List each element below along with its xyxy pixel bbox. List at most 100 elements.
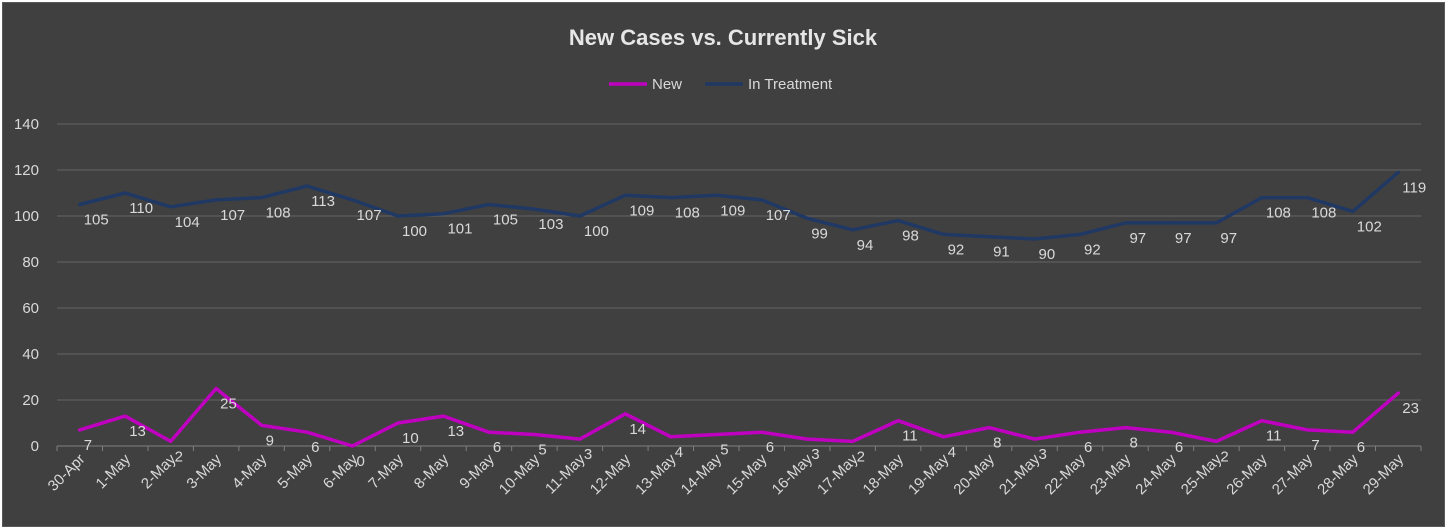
data-label: 98: [902, 228, 919, 245]
data-point: [78, 428, 82, 432]
data-label: 119: [1402, 179, 1426, 196]
data-point: [987, 426, 991, 430]
data-point: [896, 219, 900, 223]
data-point: [78, 203, 82, 206]
data-point: [1033, 437, 1037, 441]
data-point: [1396, 170, 1400, 174]
data-point: [1123, 426, 1127, 430]
x-tick-label: 24-May: [1132, 450, 1180, 498]
data-point: [532, 207, 536, 211]
series-line-in-treatment: [77, 170, 1401, 241]
data-label: 103: [538, 216, 563, 233]
x-tick-label: 16-May: [769, 450, 817, 498]
x-tick-label: 17-May: [814, 450, 862, 498]
data-point: [305, 184, 309, 188]
x-tick-label: 28-May: [1314, 450, 1362, 498]
data-label: 6: [1175, 439, 1183, 456]
data-label: 107: [357, 207, 382, 224]
x-tick-label: 30-Apr: [45, 451, 89, 495]
x-tick-label: 19-May: [905, 450, 953, 498]
data-point: [669, 196, 673, 200]
data-label: 6: [493, 439, 501, 456]
data-label: 25: [220, 396, 237, 413]
data-label: 8: [1129, 435, 1137, 452]
data-label: 109: [629, 202, 654, 219]
x-tick-label: 3-May: [183, 450, 225, 492]
data-point: [1078, 430, 1082, 434]
data-label: 7: [1311, 437, 1319, 454]
data-label: 4: [675, 444, 683, 461]
data-label: 105: [84, 212, 109, 229]
data-point: [669, 435, 673, 439]
data-point: [1123, 221, 1127, 225]
x-tick-label: 10-May: [496, 450, 544, 498]
data-label: 23: [1402, 400, 1419, 417]
data-label: 2: [857, 448, 865, 465]
data-point: [1305, 196, 1309, 200]
x-tick-label: 27-May: [1269, 450, 1317, 498]
data-point: [487, 430, 491, 434]
data-label: 92: [948, 241, 965, 258]
x-tick-label: 13-May: [632, 450, 680, 498]
data-label: 108: [266, 205, 291, 222]
data-point: [1351, 209, 1355, 213]
legend-label: In Treatment: [748, 76, 833, 93]
x-tick-label: 12-May: [587, 450, 635, 498]
data-label: 11: [1266, 428, 1282, 445]
data-label: 109: [720, 202, 745, 219]
data-label: 107: [220, 207, 245, 224]
data-label: 3: [1039, 446, 1047, 463]
data-label: 13: [447, 423, 464, 440]
data-point: [987, 235, 991, 239]
data-label: 100: [584, 223, 609, 240]
data-label: 97: [1175, 230, 1192, 247]
data-point: [1351, 430, 1355, 434]
line-chart: New Cases vs. Currently Sick New In Treat…: [14, 25, 1426, 498]
x-tick-label: 22-May: [1041, 450, 1089, 498]
data-label: 91: [993, 244, 1010, 261]
legend-label: New: [652, 76, 682, 93]
data-label: 108: [675, 205, 700, 222]
data-point: [578, 437, 582, 441]
data-label: 108: [1266, 205, 1291, 222]
data-label: 104: [175, 214, 200, 231]
data-point: [214, 387, 218, 390]
data-point: [942, 232, 946, 236]
data-point: [1305, 428, 1309, 432]
data-label: 7: [84, 437, 92, 454]
data-point: [805, 437, 809, 441]
data-label: 8: [993, 435, 1001, 452]
data-point: [1214, 439, 1218, 443]
data-point: [1260, 196, 1264, 200]
data-labels: 7 13 2 25 9 6 0 10 13 6 5 3 14 4 5 6 3 2 11 4 8 3 6 8 6 2 11 7 6 23 10…: [84, 179, 1426, 470]
data-point: [1396, 391, 1400, 395]
series-group: [77, 170, 1401, 448]
data-point: [351, 198, 355, 202]
data-point: [123, 191, 127, 195]
data-point: [441, 212, 445, 216]
data-label: 0: [357, 453, 365, 470]
data-label: 3: [584, 446, 592, 463]
y-tick-label: 100: [14, 208, 39, 225]
data-point: [805, 216, 809, 220]
data-point: [123, 414, 127, 418]
data-label: 94: [857, 237, 874, 254]
x-tick-label: 7-May: [365, 450, 407, 492]
data-label: 90: [1039, 246, 1056, 263]
data-label: 5: [538, 442, 546, 459]
data-point: [396, 421, 400, 425]
data-point: [760, 430, 764, 434]
x-tick-label: 6-May: [320, 450, 362, 492]
data-label: 107: [766, 207, 791, 224]
data-point: [260, 196, 264, 200]
x-tick-label: 26-May: [1223, 450, 1271, 498]
data-point: [169, 439, 173, 443]
data-label: 5: [720, 442, 728, 459]
data-label: 11: [902, 428, 918, 445]
data-point: [714, 433, 718, 436]
y-tick-label: 40: [22, 346, 39, 363]
data-point: [1033, 237, 1037, 241]
y-tick-label: 120: [14, 162, 39, 179]
data-label: 101: [447, 221, 472, 238]
data-label: 6: [1084, 439, 1092, 456]
